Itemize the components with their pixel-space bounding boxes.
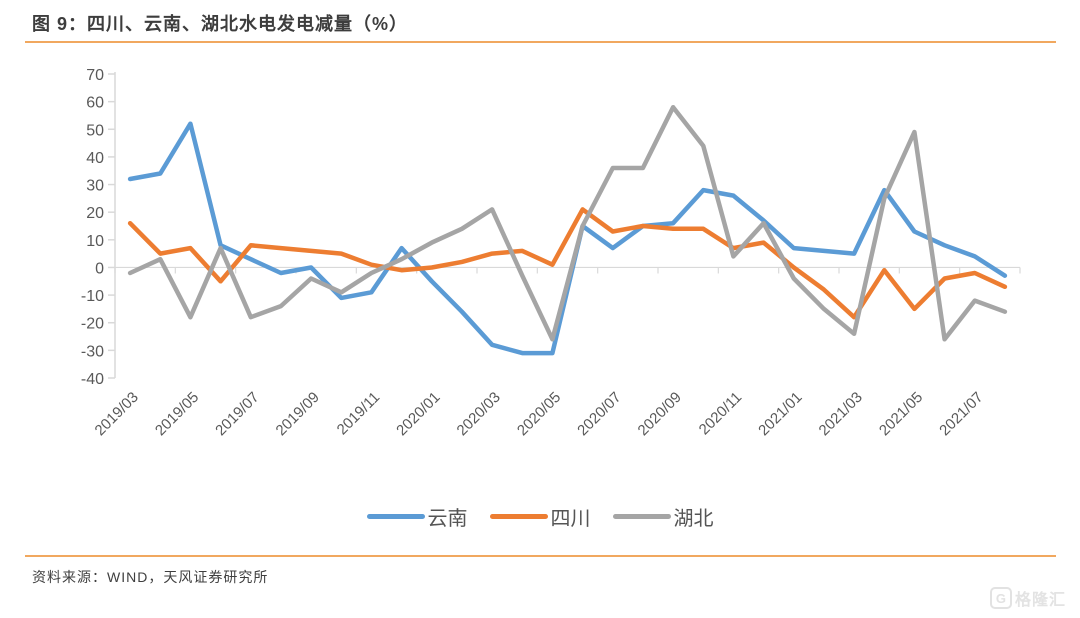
legend-swatch [489, 514, 548, 519]
legend: 云南 四川 湖北 [0, 502, 1080, 531]
legend-swatch [612, 514, 671, 519]
x-tick-label: 2020/05 [514, 389, 564, 439]
title-divider [25, 41, 1056, 43]
y-tick-label: -10 [81, 288, 104, 305]
y-tick-label: 10 [86, 233, 104, 250]
y-tick-label: 40 [86, 150, 104, 167]
x-tick-label: 2021/05 [876, 389, 926, 439]
chart-title: 图 9：四川、云南、湖北水电发电减量（%） [32, 14, 409, 34]
legend-label: 四川 [550, 508, 591, 530]
x-tick-label: 2020/09 [635, 389, 685, 439]
x-tick-label: 2019/05 [152, 389, 202, 439]
x-tick-label: 2019/11 [334, 389, 384, 439]
legend-item-四川: 四川 [489, 502, 591, 531]
x-tick-label: 2020/01 [393, 389, 443, 439]
watermark-logo: G 格隆汇 [989, 586, 1066, 610]
y-tick-label: -20 [81, 316, 104, 333]
y-tick-label: -40 [81, 371, 104, 388]
legend-label: 云南 [427, 508, 468, 530]
y-tick-label: 70 [86, 67, 104, 84]
legend-swatch [366, 514, 425, 519]
y-tick-label: -30 [81, 343, 104, 360]
legend-label: 湖北 [673, 508, 714, 530]
y-tick-label: 50 [86, 122, 104, 139]
series-line-四川 [127, 207, 1008, 320]
footer-divider [25, 555, 1056, 557]
x-tick-label: 2020/03 [454, 389, 504, 439]
x-tick-label: 2021/07 [936, 389, 986, 439]
legend-item-湖北: 湖北 [612, 502, 714, 531]
y-tick-label: 0 [95, 260, 104, 277]
x-tick-label: 2019/09 [273, 389, 323, 439]
watermark-text: 格隆汇 [1014, 592, 1066, 609]
series-line-湖北 [127, 104, 1008, 342]
x-tick-label: 2019/03 [92, 389, 142, 439]
x-tick-label: 2020/11 [696, 389, 746, 439]
gelonghui-logo-icon: G [989, 587, 1012, 609]
legend-item-云南: 云南 [366, 502, 468, 531]
y-tick-label: 20 [86, 205, 104, 222]
x-tick-label: 2021/03 [816, 389, 866, 439]
x-tick-label: 2020/07 [574, 389, 624, 439]
source-text: 资料来源：WIND，天风证券研究所 [32, 569, 269, 585]
x-tick-label: 2021/01 [755, 389, 805, 439]
x-tick-label: 2019/07 [212, 389, 262, 439]
series-line-云南 [127, 121, 1008, 356]
y-tick-label: 60 [86, 95, 104, 112]
y-tick-label: 30 [86, 178, 104, 195]
